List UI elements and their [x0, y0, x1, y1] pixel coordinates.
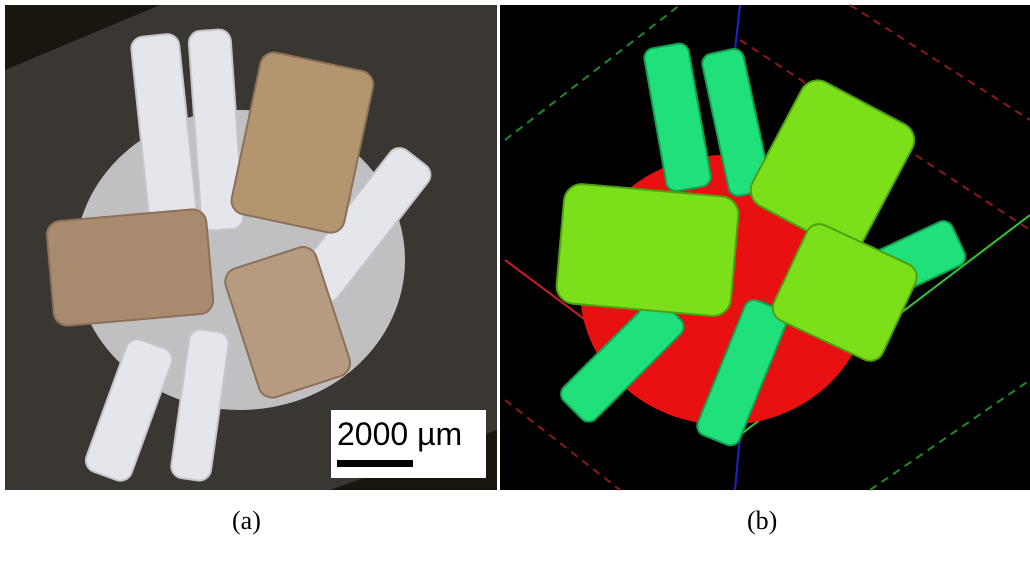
scale-line [337, 460, 413, 467]
figure-images [0, 0, 1030, 568]
render-b [500, 5, 1030, 490]
scale-bar: 2000 µm [331, 410, 486, 478]
caption: (a) [232, 506, 261, 536]
caption: (b) [747, 506, 777, 536]
figure: 2000 µm (a) (b) [0, 0, 1030, 568]
scale-label: 2000 µm [337, 416, 462, 453]
